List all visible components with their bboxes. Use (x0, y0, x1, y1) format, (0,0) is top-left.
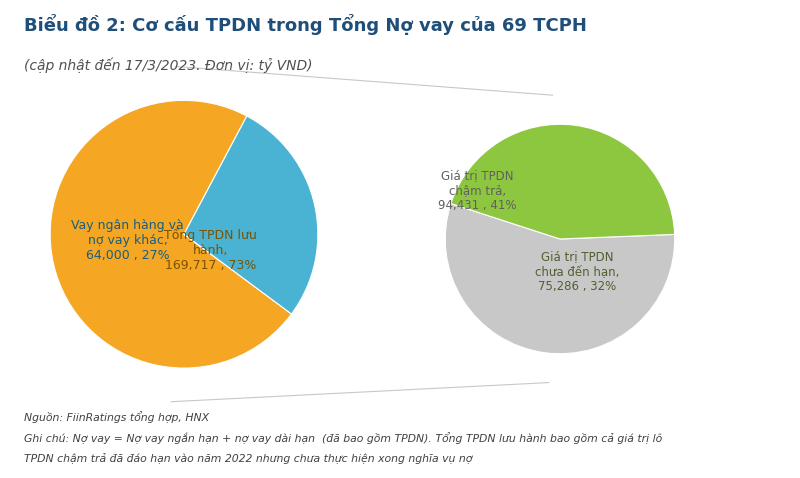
Text: Nguồn: FiinRatings tổng hợp, HNX: Nguồn: FiinRatings tổng hợp, HNX (24, 411, 209, 423)
Wedge shape (184, 116, 318, 314)
Wedge shape (446, 204, 674, 354)
Text: Giá trị TPDN
chậm trả,
94,431 , 41%: Giá trị TPDN chậm trả, 94,431 , 41% (438, 169, 517, 212)
Text: (cập nhật đến 17/3/2023. Đơn vị: tỷ VND): (cập nhật đến 17/3/2023. Đơn vị: tỷ VND) (24, 57, 313, 73)
Text: Ghi chú: Nợ vay = Nợ vay ngắn hạn + nợ vay dài hạn  (đã bao gồm TPDN). Tổng TPDN: Ghi chú: Nợ vay = Nợ vay ngắn hạn + nợ v… (24, 433, 662, 445)
Text: TPDN chậm trả đã đáo hạn vào năm 2022 nhưng chưa thực hiện xong nghĩa vụ nợ: TPDN chậm trả đã đáo hạn vào năm 2022 nh… (24, 453, 472, 464)
Text: Biểu đồ 2: Cơ cấu TPDN trong Tổng Nợ vay của 69 TCPH: Biểu đồ 2: Cơ cấu TPDN trong Tổng Nợ vay… (24, 14, 587, 35)
Wedge shape (50, 100, 291, 368)
Text: Giá trị TPDN
chưa đến hạn,
75,286 , 32%: Giá trị TPDN chưa đến hạn, 75,286 , 32% (535, 250, 619, 293)
Text: Vay ngân hàng và
nợ vay khác,
64,000 , 27%: Vay ngân hàng và nợ vay khác, 64,000 , 2… (71, 219, 184, 262)
Wedge shape (451, 124, 674, 239)
Text: Tổng TPDN lưu
hành,
169,717 , 73%: Tổng TPDN lưu hành, 169,717 , 73% (164, 228, 258, 272)
